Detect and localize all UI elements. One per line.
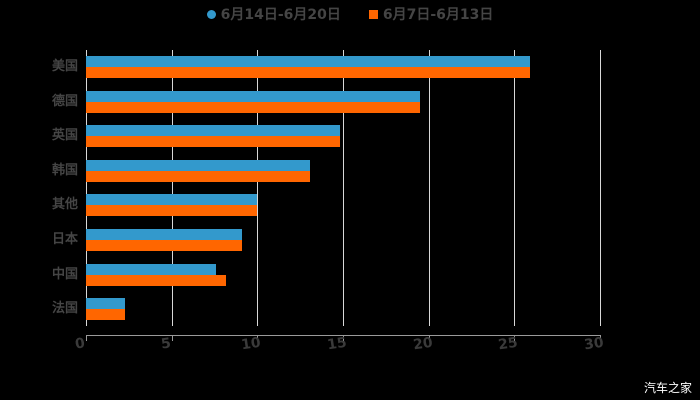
x-tick (86, 335, 87, 341)
bar-series-1[interactable] (86, 90, 421, 102)
x-tick (343, 335, 344, 341)
bar-series-2[interactable] (86, 136, 340, 148)
bar-series-2[interactable] (86, 274, 227, 286)
bar-series-2[interactable] (86, 205, 258, 217)
x-tick (171, 335, 173, 341)
bar-series-2[interactable] (86, 240, 242, 251)
x-tick-label: 5 (159, 335, 172, 353)
x-tick-label: 20 (411, 334, 434, 354)
bar-series-2[interactable] (86, 309, 126, 321)
legend-item-series-1[interactable]: 6月14日-6月20日 (206, 4, 341, 24)
gridline (171, 50, 173, 326)
category-label: 日本 (51, 232, 78, 247)
x-tick (514, 335, 516, 341)
legend-circle-icon (206, 9, 216, 19)
category-label: 美国 (51, 59, 78, 74)
legend-label: 6月7日-6月13日 (382, 7, 494, 23)
category-label: 英国 (51, 128, 78, 144)
bar-series-1[interactable] (86, 56, 530, 67)
bar-series-1[interactable] (86, 298, 126, 310)
bar-series-2[interactable] (86, 67, 530, 78)
x-tick-label: 30 (583, 334, 605, 354)
x-tick-label: 0 (74, 335, 86, 353)
x-tick-label: 25 (497, 334, 520, 354)
bar-series-1[interactable] (86, 229, 242, 240)
gridline (343, 50, 344, 326)
bar-series-2[interactable] (86, 101, 421, 113)
gridline (514, 50, 516, 326)
legend-square-icon (368, 9, 378, 19)
x-tick (257, 335, 259, 341)
x-tick-label: 10 (240, 334, 263, 354)
legend-label: 6月14日-6月20日 (220, 7, 341, 23)
legend-item-series-2[interactable]: 6月7日-6月13日 (368, 4, 494, 24)
bar-series-1[interactable] (86, 125, 340, 137)
gridline (600, 50, 601, 326)
x-axis (86, 335, 600, 336)
legend: 6月14日-6月20日 6月7日-6月13日 (0, 4, 700, 24)
category-label: 德国 (51, 93, 78, 109)
category-label: 其他 (51, 197, 78, 213)
x-tick (600, 335, 601, 341)
bar-series-1[interactable] (86, 194, 258, 206)
x-tick (428, 335, 430, 341)
bar-series-1[interactable] (86, 159, 311, 171)
watermark: 汽车之家 (643, 381, 692, 395)
gridline (86, 50, 87, 326)
gridline (428, 50, 430, 326)
gridline (257, 50, 259, 326)
category-label: 中国 (51, 266, 78, 282)
bar-series-2[interactable] (86, 170, 311, 182)
category-label: 韩国 (51, 162, 78, 178)
bar-series-1[interactable] (86, 263, 217, 275)
category-label: 法国 (51, 301, 78, 317)
x-tick-label: 15 (326, 334, 348, 354)
